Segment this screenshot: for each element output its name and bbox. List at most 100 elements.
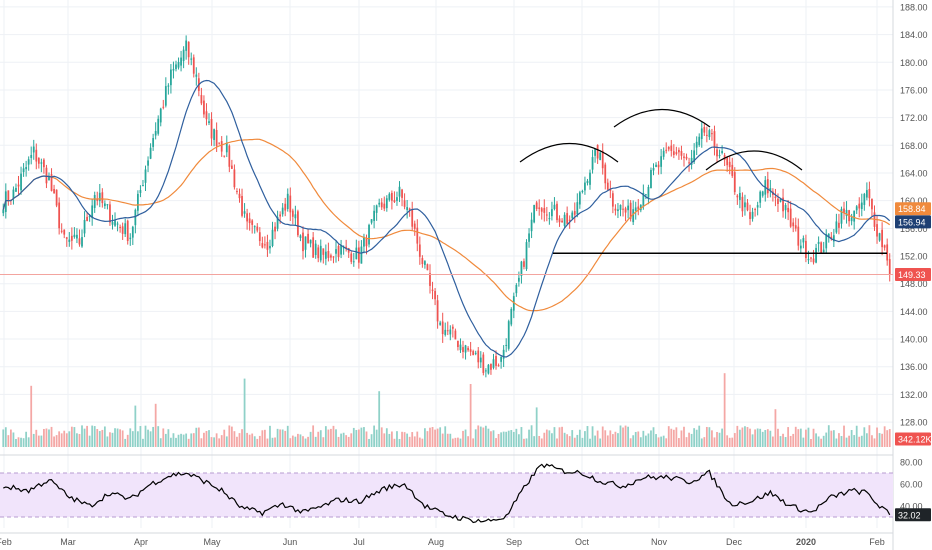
volume-bar [373,425,375,447]
candle-body [578,192,581,205]
volume-bar [446,433,449,447]
candle-body [429,273,431,286]
candle-body [832,235,835,242]
candle-body [363,236,365,247]
candle-body [627,205,629,211]
candle-body [660,156,663,167]
candle-body [81,237,83,247]
candle [309,239,312,248]
volume-bar [777,428,779,447]
volume-bar [708,427,711,447]
volume-bar [766,429,769,447]
candle [487,363,490,375]
time-tick-label: Oct [575,537,590,547]
candle [741,192,744,217]
volume-bar [878,433,881,447]
volume-bar [469,384,472,447]
candle-body [754,209,756,211]
price-tick-label: 148.00 [900,279,928,289]
volume-bar [327,429,330,447]
time-tick-label: Feb [869,537,885,547]
candle [192,54,195,78]
volume-bar [335,429,337,447]
volume-bar [525,438,528,447]
candle-body [307,233,309,244]
candle [225,135,228,158]
candle [520,260,523,284]
volume-bar [500,432,502,447]
candle-body [35,149,38,162]
volume-bar [10,429,12,447]
volume-bar [304,438,307,447]
candle-body [269,245,271,249]
volume-bar [690,433,693,447]
volume-bar [243,378,246,447]
volume-bar [347,436,350,447]
candle [624,206,627,222]
volume-bar [383,433,386,447]
volume-bar [228,425,231,447]
candle [81,229,83,248]
candle [276,210,279,232]
candle [50,168,53,192]
volume-bar [589,438,591,447]
candle [147,156,149,173]
candle-body [652,167,655,171]
candle-body [164,86,167,106]
candle-body [553,204,556,210]
candle [345,239,348,252]
candle [142,179,144,187]
volume-label-text: 342.12K [898,435,932,445]
candle-body [843,208,845,213]
candle [269,239,271,254]
price-tick-label: 176.00 [900,85,928,95]
candle [797,218,800,251]
candle-body [751,211,754,219]
candle-body [838,222,840,228]
price-tick-label: 160.00 [900,196,928,206]
candle [327,242,330,262]
candle-body [152,138,155,147]
candle [746,198,749,212]
volume-bar [279,429,282,447]
candle-body [101,192,104,204]
candle-body [878,233,881,241]
grid [0,0,894,550]
volume-bar [60,433,63,447]
candle [53,184,55,194]
candle-body [779,199,782,202]
candle-body [805,240,807,259]
volume-bar [25,431,28,447]
candle-body [744,202,746,208]
candle [865,182,868,201]
volume-bar [78,433,81,447]
candle-body [375,205,378,213]
candle-body [370,219,373,223]
volume-bar [871,435,873,447]
volume-bar [131,431,134,447]
candle-body [253,226,256,228]
candle [393,191,396,203]
volume-bar [883,426,886,447]
volume-bar [297,433,299,447]
candle-body [396,197,398,201]
candle [352,252,355,267]
candle [855,205,858,214]
ma-slow-line [2,138,891,312]
candle [446,321,449,336]
volume-bar [299,434,302,447]
candle [835,213,838,234]
candle [792,218,795,233]
volume-bar [688,432,690,447]
candle [167,83,170,95]
candle [820,241,823,254]
candle-body [12,189,15,199]
candle [281,203,284,217]
candle [228,144,231,173]
candles[interactable] [2,35,891,378]
candle-body [284,203,287,211]
volume-bar [751,434,754,447]
candle-body [210,118,213,139]
volume-bar [797,429,800,447]
